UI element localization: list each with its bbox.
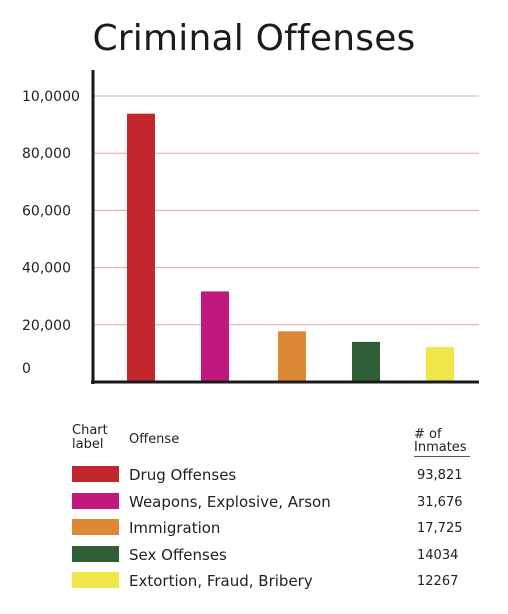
row-count: 93,821 [417,468,463,483]
y-tick-label: 40,000 [22,261,71,277]
row-label: Drug Offenses [129,466,237,484]
row-label: Immigration [129,519,221,537]
row-count: 14034 [417,547,459,563]
y-tick-label: 10,0000 [22,89,80,105]
bar-immigration [278,331,306,382]
bar-sex-offenses [352,341,380,382]
swatch-extortion [72,572,119,588]
legend-header: Chart label Offense # of Inmates [72,424,472,460]
bar-chart: 0 20,000 40,000 60,000 80,000 10,0000 [22,70,479,384]
y-tick-label: 60,000 [22,203,71,219]
legend-table: Chart label Offense # of Inmates Drug Of… [72,424,472,593]
y-tick-label: 80,000 [22,146,71,162]
y-tick-labels: 0 20,000 40,000 60,000 80,000 10,0000 [22,89,80,377]
swatch-sex [72,545,119,562]
bars [127,113,454,383]
header-inmates: # of Inmates [414,427,467,455]
header-offense: Offense [129,432,180,447]
swatch-weapons [72,492,119,509]
row-count: 12267 [417,574,459,589]
bar-weapons-explosive-arson [201,291,229,382]
legend-row: Immigration 17,725 [72,513,472,540]
header-underline [414,456,470,457]
bar-drug-offenses [127,113,155,383]
bar-extortion-fraud-bribery [426,346,454,382]
grid-lines [93,95,479,326]
row-count: 31,676 [417,494,463,510]
y-tick-label: 0 [22,361,31,377]
row-label: Extortion, Fraud, Bribery [129,572,313,590]
row-count: 17,725 [417,521,463,536]
chart-title: Criminal Offenses [92,18,416,59]
swatch-immigration [72,519,119,535]
row-label: Sex Offenses [129,545,227,564]
header-chart-label: Chart label [72,423,108,452]
y-tick-label: 20,000 [22,318,71,334]
legend-row: Drug Offenses 93,821 [72,460,472,487]
legend-row: Weapons, Explosive, Arson 31,676 [72,487,472,514]
legend-row: Sex Offenses 14034 [72,540,472,567]
swatch-drug [72,466,119,482]
legend-row: Extortion, Fraud, Bribery 12267 [72,566,472,593]
row-label: Weapons, Explosive, Arson [129,492,331,511]
